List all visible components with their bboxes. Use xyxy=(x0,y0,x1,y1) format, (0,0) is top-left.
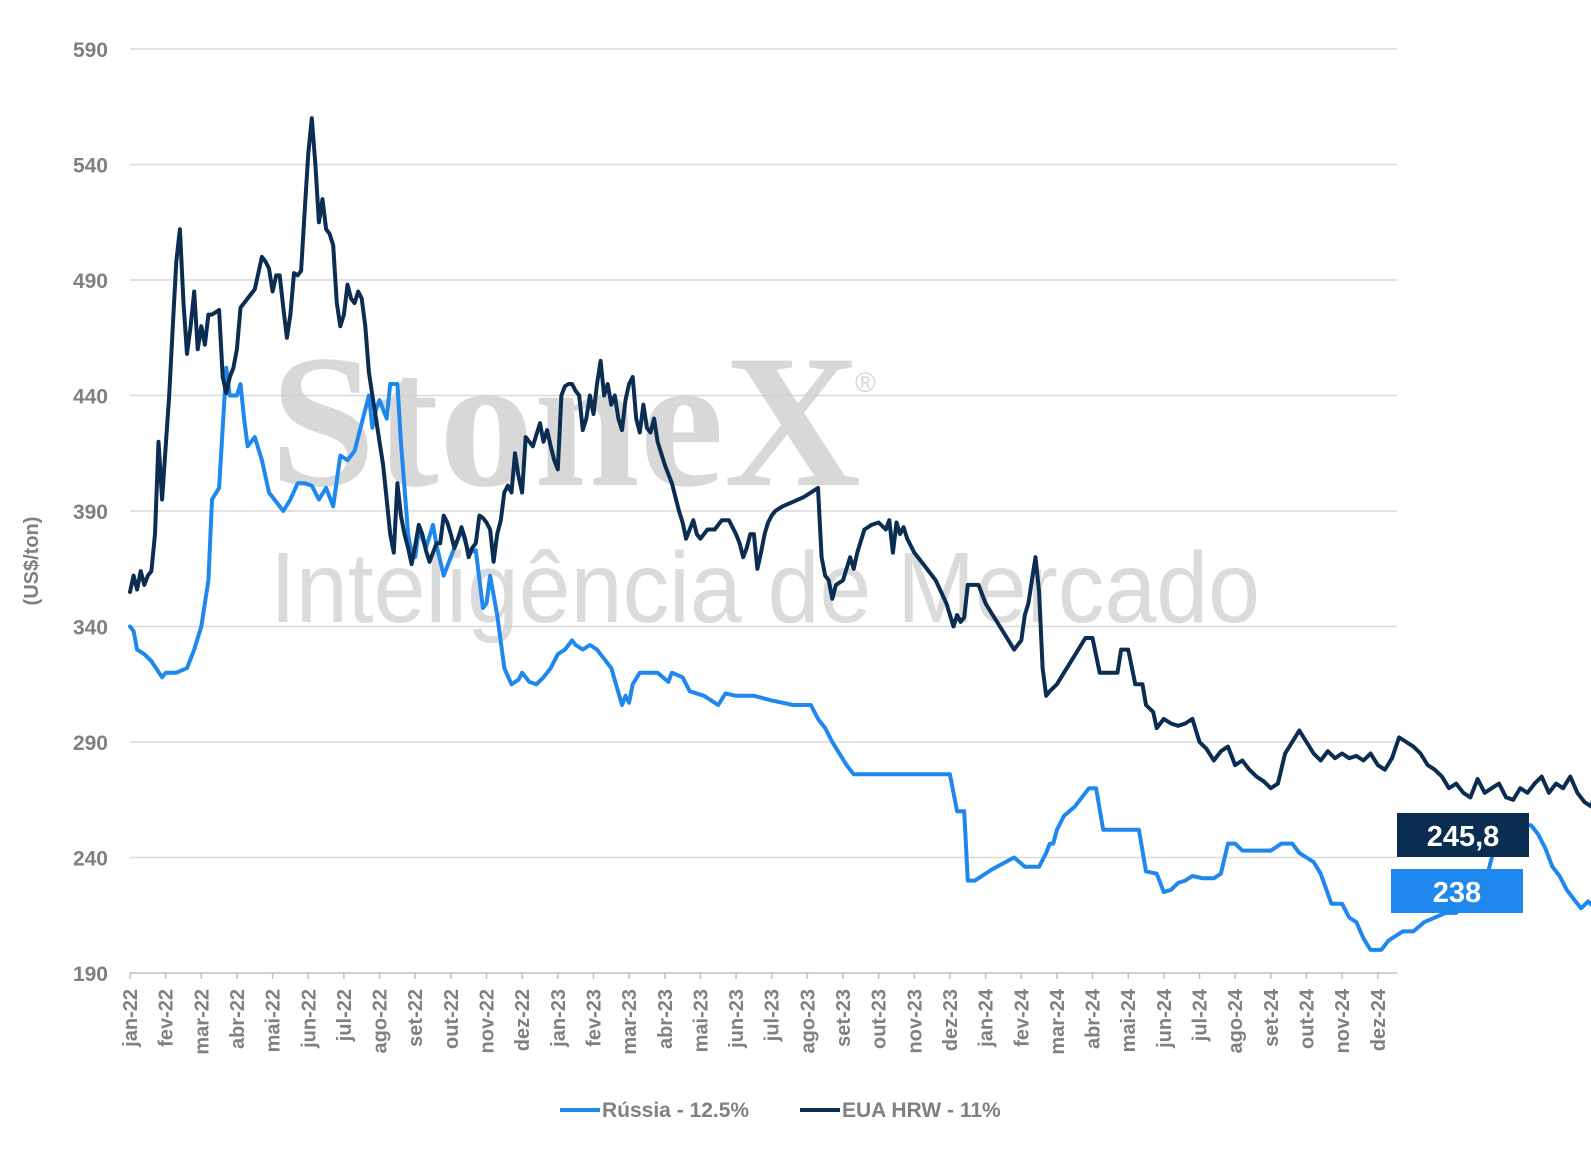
series-lines xyxy=(128,116,1591,952)
y-tick-label: 390 xyxy=(73,501,108,524)
legend: Rússia - 12.5% EUA HRW - 11% xyxy=(560,1099,1001,1122)
x-tick-label: jun-23 xyxy=(726,989,748,1049)
legend-label-0: Rússia - 12.5% xyxy=(602,1099,749,1122)
x-tick-label: mar-24 xyxy=(1047,988,1069,1054)
x-tick-label: mai-24 xyxy=(1118,988,1140,1052)
x-tick-label: nov-22 xyxy=(477,989,499,1053)
x-tick-label: jan-24 xyxy=(976,988,998,1048)
watermark-subtitle: Inteligência de Mercado xyxy=(270,532,1260,644)
y-tick-label: 440 xyxy=(73,386,108,409)
x-tick-label: fev-23 xyxy=(583,989,605,1047)
end-badge-0 xyxy=(1391,869,1523,913)
x-tick-label: dez-24 xyxy=(1368,988,1390,1051)
end-badge-1 xyxy=(1397,813,1529,857)
x-tick-label: mai-22 xyxy=(263,989,285,1052)
x-tick-label: jun-24 xyxy=(1154,988,1176,1049)
x-tick-label: jan-23 xyxy=(548,989,570,1048)
x-tick-label: out-22 xyxy=(441,989,463,1049)
x-tick-label: fev-22 xyxy=(156,989,178,1047)
x-tick-label: jun-22 xyxy=(298,989,320,1049)
end-badge-label-1: 245,8 xyxy=(1427,821,1500,853)
x-tick-label: out-23 xyxy=(869,989,891,1049)
x-tick-label: dez-22 xyxy=(512,989,534,1051)
y-tick-label: 340 xyxy=(73,617,108,640)
y-tick-label: 540 xyxy=(73,155,108,178)
x-tick-label: ago-22 xyxy=(370,989,392,1053)
end-badge-label-0: 238 xyxy=(1433,877,1481,909)
y-axis: 190 240 290 340 390 440 490 540 590 xyxy=(73,39,108,986)
x-axis: jan-22 fev-22 mar-22 abr-22 mai-22 jun-22 jul-… xyxy=(120,973,1390,1055)
gridlines xyxy=(130,48,1397,974)
x-tick-label: set-23 xyxy=(833,989,855,1047)
watermark-brand: StoneX xyxy=(270,317,861,527)
end-value-badges: 245,8 238 xyxy=(1391,813,1529,913)
x-tick-label: set-22 xyxy=(405,989,427,1047)
series-line-1 xyxy=(128,116,1591,809)
x-tick-label: nov-23 xyxy=(904,989,926,1053)
x-tick-label: jul-23 xyxy=(762,989,784,1042)
x-tick-label: abr-24 xyxy=(1083,988,1105,1049)
y-tick-label: 490 xyxy=(73,270,108,293)
x-tick-label: ago-23 xyxy=(797,989,819,1053)
watermark-registered: ® xyxy=(855,367,876,398)
x-tick-label: out-24 xyxy=(1296,988,1318,1049)
series-line-0 xyxy=(128,365,1591,952)
y-tick-label: 190 xyxy=(73,963,108,986)
x-tick-label: abr-22 xyxy=(227,989,249,1049)
legend-label-1: EUA HRW - 11% xyxy=(842,1099,1001,1122)
x-tick-label: abr-23 xyxy=(655,989,677,1049)
x-tick-label: nov-24 xyxy=(1332,988,1354,1053)
x-tick-label: set-24 xyxy=(1261,988,1283,1047)
watermark: StoneX ® Inteligência de Mercado xyxy=(270,317,1260,644)
x-tick-label: fev-24 xyxy=(1011,988,1033,1047)
x-tick-label: jul-22 xyxy=(334,989,356,1042)
y-axis-label: (US$/ton) xyxy=(21,517,43,606)
x-tick-label: mar-23 xyxy=(619,989,641,1055)
y-tick-label: 590 xyxy=(73,39,108,62)
x-tick-label: dez-23 xyxy=(940,989,962,1051)
y-tick-label: 240 xyxy=(73,848,108,871)
x-tick-label: jan-22 xyxy=(120,989,142,1048)
x-tick-label: jul-24 xyxy=(1190,988,1212,1042)
x-tick-label: ago-24 xyxy=(1225,988,1247,1053)
x-tick-label: mar-22 xyxy=(191,989,213,1055)
y-tick-label: 290 xyxy=(73,732,108,755)
x-tick-label: mai-23 xyxy=(690,989,712,1052)
